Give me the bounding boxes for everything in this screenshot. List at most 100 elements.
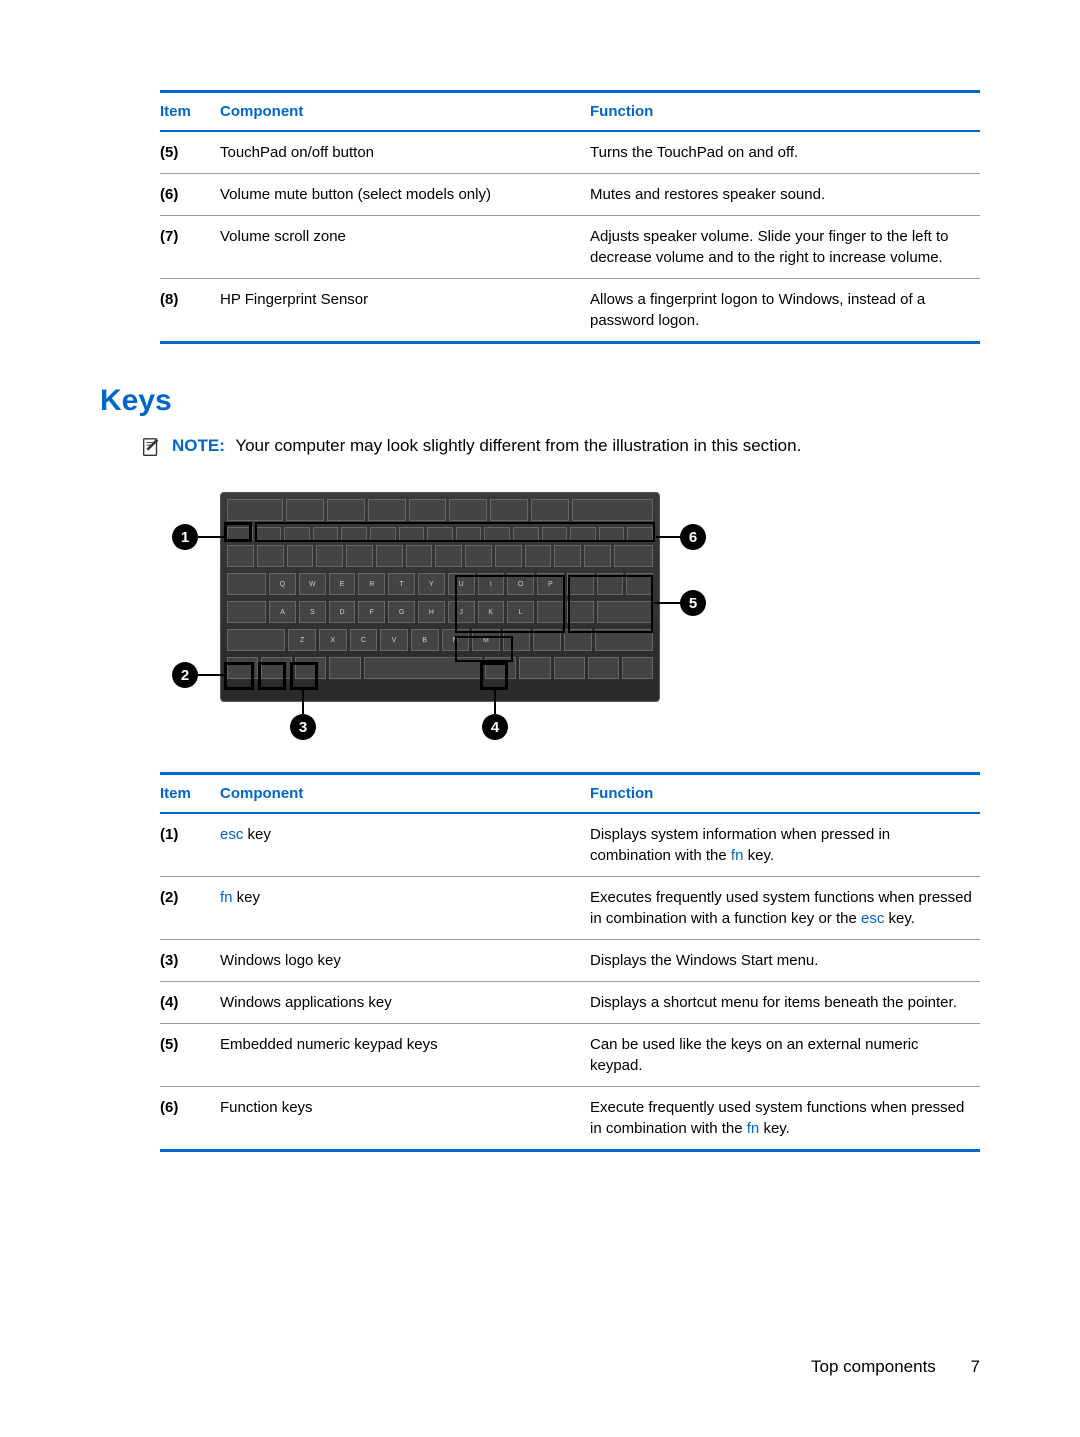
table-touchpad-components: Item Component Function (5) TouchPad on/…: [160, 90, 980, 344]
cell-function: Displays system information when pressed…: [590, 813, 980, 877]
footer-page-number: 7: [971, 1357, 980, 1376]
kb-key: D: [329, 601, 356, 623]
kb-key: [554, 657, 585, 679]
kb-highlight-fn2: [258, 662, 286, 690]
kb-key: [329, 657, 360, 679]
kb-key: [614, 545, 653, 567]
cell-component: Windows logo key: [220, 940, 590, 982]
kb-highlight-winapps: [480, 662, 508, 690]
text: key.: [759, 1120, 790, 1137]
callout-4: 4: [482, 714, 508, 740]
cell-component: Embedded numeric keypad keys: [220, 1024, 590, 1087]
cell-function: Displays a shortcut menu for items benea…: [590, 982, 980, 1024]
col-component: Component: [220, 774, 590, 814]
kb-key: C: [350, 629, 378, 651]
kb-key: W: [299, 573, 326, 595]
kb-key: [368, 499, 406, 521]
kb-key: [227, 573, 266, 595]
keycap-text: fn: [747, 1120, 760, 1137]
cell-function: Executes frequently used system function…: [590, 877, 980, 940]
table-row: (3) Windows logo key Displays the Window…: [160, 940, 980, 982]
table-row: (7) Volume scroll zone Adjusts speaker v…: [160, 216, 980, 279]
table-row: (8) HP Fingerprint Sensor Allows a finge…: [160, 279, 980, 343]
kb-key: T: [388, 573, 415, 595]
cell-function: Execute frequently used system functions…: [590, 1087, 980, 1151]
col-item: Item: [160, 774, 220, 814]
table-row: (6) Volume mute button (select models on…: [160, 174, 980, 216]
kb-key: [409, 499, 447, 521]
cell-item: (6): [160, 174, 220, 216]
callout-5: 5: [680, 590, 706, 616]
kb-key: G: [388, 601, 415, 623]
kb-key: [435, 545, 462, 567]
kb-key: S: [299, 601, 326, 623]
kb-key: [257, 545, 284, 567]
kb-key: [572, 499, 653, 521]
table-keys-components: Item Component Function (1) esc key Disp…: [160, 772, 980, 1152]
table-row: (5) Embedded numeric keypad keys Can be …: [160, 1024, 980, 1087]
cell-item: (6): [160, 1087, 220, 1151]
kb-key: [449, 499, 487, 521]
kb-key: R: [358, 573, 385, 595]
page-footer: Top components 7: [811, 1357, 980, 1377]
cell-function: Allows a fingerprint logon to Windows, i…: [590, 279, 980, 343]
cell-function: Can be used like the keys on an external…: [590, 1024, 980, 1087]
keycap-text: fn: [731, 847, 744, 864]
note-body: Your computer may look slightly differen…: [235, 436, 801, 455]
kb-key: [554, 545, 581, 567]
kb-highlight-fn: [224, 662, 254, 690]
section-heading-keys: Keys: [100, 384, 980, 418]
table-row: (6) Function keys Execute frequently use…: [160, 1087, 980, 1151]
kb-key: A: [269, 601, 296, 623]
cell-item: (8): [160, 279, 220, 343]
keyboard-illustration: Q W E R T Y U I O P A S D F G: [170, 482, 730, 742]
text: key.: [743, 847, 774, 864]
col-component: Component: [220, 92, 590, 132]
cell-component: esc key: [220, 813, 590, 877]
callout-lead: [198, 536, 224, 538]
callout-lead: [494, 690, 496, 714]
kb-key: V: [380, 629, 408, 651]
cell-item: (1): [160, 813, 220, 877]
kb-key: [495, 545, 522, 567]
kb-key: [588, 657, 619, 679]
callout-lead: [302, 690, 304, 714]
col-item: Item: [160, 92, 220, 132]
kb-key: [584, 545, 611, 567]
table-row: (5) TouchPad on/off button Turns the Tou…: [160, 131, 980, 174]
table-row: (1) esc key Displays system information …: [160, 813, 980, 877]
kb-key: [406, 545, 433, 567]
kb-key: Z: [288, 629, 316, 651]
cell-item: (4): [160, 982, 220, 1024]
cell-item: (5): [160, 1024, 220, 1087]
kb-key: [376, 545, 403, 567]
cell-component: Function keys: [220, 1087, 590, 1151]
cell-component: Windows applications key: [220, 982, 590, 1024]
callout-lead: [656, 536, 680, 538]
callout-6: 6: [680, 524, 706, 550]
kb-key: [316, 545, 343, 567]
text: key: [243, 826, 271, 843]
callout-3: 3: [290, 714, 316, 740]
kb-key: [531, 499, 569, 521]
callout-1: 1: [172, 524, 198, 550]
kb-key: [227, 629, 285, 651]
cell-function: Turns the TouchPad on and off.: [590, 131, 980, 174]
kb-key: F: [358, 601, 385, 623]
callout-lead: [198, 674, 224, 676]
cell-item: (5): [160, 131, 220, 174]
kb-key: Y: [418, 573, 445, 595]
kb-key: [465, 545, 492, 567]
col-function: Function: [590, 774, 980, 814]
cell-component: Volume scroll zone: [220, 216, 590, 279]
kb-key: [525, 545, 552, 567]
cell-function: Mutes and restores speaker sound.: [590, 174, 980, 216]
kb-key: [227, 545, 254, 567]
kb-key: [327, 499, 365, 521]
page-content: Item Component Function (5) TouchPad on/…: [0, 0, 1080, 1252]
kb-key: [287, 545, 314, 567]
callout-2: 2: [172, 662, 198, 688]
kb-key: [490, 499, 528, 521]
kb-key: B: [411, 629, 439, 651]
cell-function: Displays the Windows Start menu.: [590, 940, 980, 982]
